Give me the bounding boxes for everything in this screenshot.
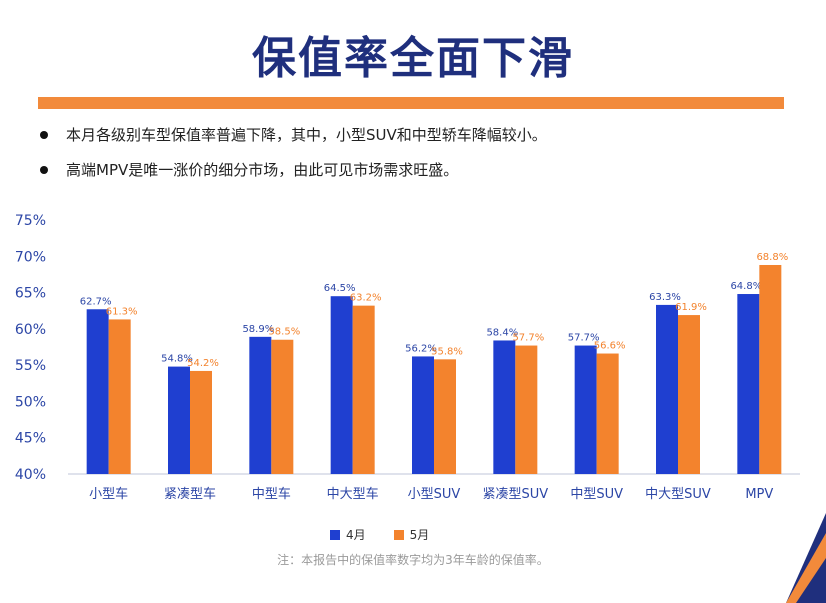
bar-april — [656, 304, 678, 474]
y-tick-label: 60% — [15, 322, 46, 338]
legend-item-april: 4月 — [330, 526, 366, 543]
bar-may — [352, 305, 375, 474]
value-label-april: 58.4% — [486, 327, 518, 338]
bar-may — [515, 345, 538, 474]
value-label-may: 54.2% — [187, 358, 219, 369]
bullet-dot-icon — [40, 165, 48, 174]
bar-april — [412, 356, 434, 474]
bar-april — [737, 294, 760, 474]
y-tick-label: 45% — [15, 431, 46, 447]
value-label-april: 63.3% — [649, 292, 681, 303]
value-label-may: 55.8% — [431, 346, 463, 357]
bar-april — [493, 340, 516, 474]
category-label: 小型车 — [89, 486, 128, 502]
bullet-text: 高端MPV是唯一涨价的细分市场，由此可见市场需求旺盛。 — [66, 161, 459, 179]
legend-swatch-may — [393, 529, 404, 540]
value-label-april: 56.2% — [405, 343, 437, 354]
y-tick-label: 75% — [15, 213, 46, 229]
value-label-april: 54.8% — [161, 354, 193, 365]
y-tick-label: 65% — [15, 286, 46, 302]
bar-may — [108, 319, 131, 474]
value-label-may: 63.2% — [350, 293, 382, 304]
footnote: 注：本报告中的保值率数字均为3年车龄的保值率。 — [277, 553, 549, 567]
bar-april — [249, 336, 272, 474]
value-label-may: 61.3% — [106, 306, 138, 317]
chart-legend: 4月 5月 — [330, 526, 429, 543]
bar-may — [434, 359, 456, 474]
value-label-may: 57.7% — [512, 333, 544, 344]
title-underline — [38, 97, 784, 109]
value-label-april: 58.9% — [242, 324, 274, 335]
bar-april — [330, 296, 353, 474]
category-label: 中型车 — [252, 486, 291, 502]
bar-may — [759, 264, 782, 474]
value-label-april: 62.7% — [80, 296, 112, 307]
legend-swatch-april — [330, 529, 340, 540]
category-label: 中大型车 — [327, 486, 379, 502]
y-tick-label: 70% — [15, 249, 46, 265]
legend-item-may: 5月 — [393, 526, 430, 543]
bar-may — [596, 353, 619, 474]
bar-april — [168, 366, 190, 474]
value-label-may: 56.6% — [594, 341, 626, 352]
value-label-may: 61.9% — [675, 302, 707, 313]
category-label: 中型SUV — [570, 487, 623, 502]
bullet-item: 高端MPV是唯一涨价的细分市场，由此可见市场需求旺盛。 — [40, 159, 547, 180]
bullet-list: 本月各级别车型保值率普遍下降，其中，小型SUV和中型轿车降幅较小。 高端MPV是… — [40, 124, 547, 194]
category-label: MPV — [745, 487, 773, 502]
bullet-text: 本月各级别车型保值率普遍下降，其中，小型SUV和中型轿车降幅较小。 — [66, 126, 547, 144]
legend-label-april: 4月 — [346, 528, 366, 542]
category-label: 小型SUV — [408, 487, 461, 502]
bar-april — [574, 345, 597, 474]
legend-label-may: 5月 — [409, 528, 430, 542]
bar-april — [86, 309, 109, 474]
bar-may — [190, 370, 212, 474]
y-tick-label: 40% — [15, 467, 46, 483]
bar-may — [271, 339, 294, 474]
category-label: 中大型SUV — [645, 487, 711, 502]
category-label: 紧凑型车 — [164, 486, 216, 502]
value-label-april: 64.8% — [730, 281, 762, 292]
page-title: 保值率全面下滑 — [252, 33, 574, 84]
value-label-may: 58.5% — [268, 327, 300, 338]
category-label: 紧凑型SUV — [482, 487, 548, 502]
bullet-item: 本月各级别车型保值率普遍下降，其中，小型SUV和中型轿车降幅较小。 — [40, 124, 547, 145]
y-tick-label: 55% — [15, 358, 46, 374]
y-tick-label: 50% — [15, 394, 46, 410]
value-label-april: 64.5% — [324, 283, 356, 294]
bullet-dot-icon — [40, 130, 48, 139]
bar-may — [678, 315, 700, 474]
value-label-april: 57.7% — [568, 333, 600, 344]
value-label-may: 68.8% — [756, 252, 788, 263]
corner-decoration — [786, 513, 826, 603]
